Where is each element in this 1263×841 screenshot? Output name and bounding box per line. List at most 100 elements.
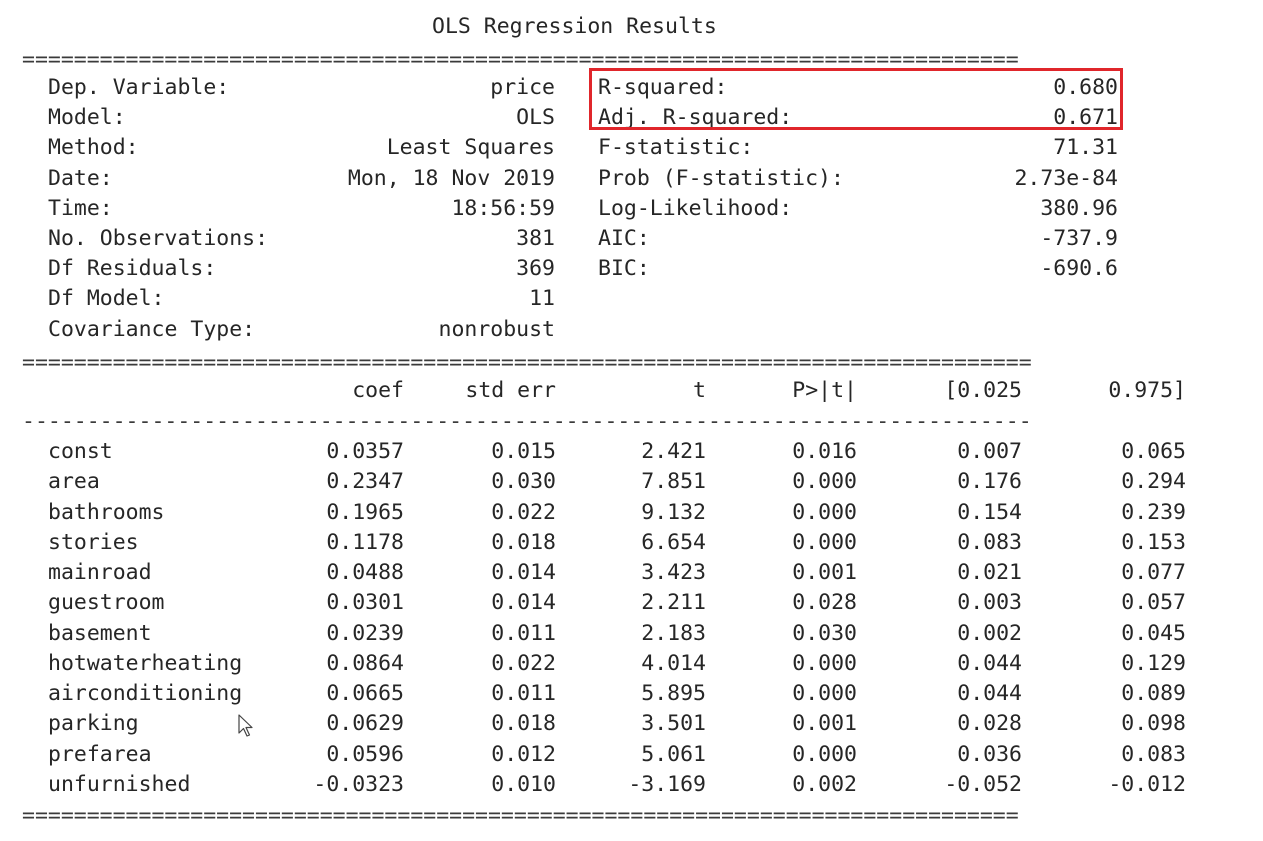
table-cell: 0.015: [491, 439, 556, 464]
table-cell: 0.044: [957, 651, 1022, 676]
column-header: coef: [352, 378, 404, 403]
column-header: std err: [465, 378, 556, 403]
table-cell: 0.028: [957, 711, 1022, 736]
table-cell: 0.2347: [326, 469, 404, 494]
table-cell: 0.098: [1121, 711, 1186, 736]
table-cell: 4.014: [641, 651, 706, 676]
variable-name: mainroad: [48, 560, 152, 585]
bottom-rule: ========================================…: [22, 805, 1019, 827]
summary-left-label: Date:: [48, 166, 113, 191]
table-cell: 0.129: [1121, 651, 1186, 676]
variable-name: stories: [48, 530, 139, 555]
table-cell: 0.1965: [326, 500, 404, 525]
top-rule: ========================================…: [22, 49, 1019, 71]
table-cell: 0.153: [1121, 530, 1186, 555]
variable-name: parking: [48, 711, 139, 736]
summary-right-value: -690.6: [1040, 256, 1118, 281]
table-cell: 0.1178: [326, 530, 404, 555]
summary-left-value: Least Squares: [386, 135, 555, 160]
table-cell: 7.851: [641, 469, 706, 494]
summary-right-label: R-squared:: [598, 75, 728, 100]
table-cell: 0.014: [491, 590, 556, 615]
table-cell: 0.022: [491, 651, 556, 676]
table-cell: -3.169: [628, 772, 706, 797]
summary-right-value: 71.31: [1053, 135, 1118, 160]
table-cell: 0.176: [957, 469, 1022, 494]
table-cell: 0.0357: [326, 439, 404, 464]
table-cell: 0.0864: [326, 651, 404, 676]
table-cell: 0.000: [792, 500, 857, 525]
table-cell: 3.501: [641, 711, 706, 736]
summary-right-value: 380.96: [1040, 196, 1118, 221]
table-cell: 0.028: [792, 590, 857, 615]
table-cell: 0.011: [491, 681, 556, 706]
table-cell: 0.154: [957, 500, 1022, 525]
summary-right-label: F-statistic:: [598, 135, 754, 160]
summary-left-label: Model:: [48, 105, 126, 130]
header-rule: ----------------------------------------…: [22, 411, 1032, 433]
table-cell: 0.030: [792, 621, 857, 646]
table-cell: 0.016: [792, 439, 857, 464]
summary-left-value: 11: [529, 286, 555, 311]
summary-left-label: Covariance Type:: [48, 317, 256, 342]
variable-name: hotwaterheating: [48, 651, 243, 676]
table-cell: 0.239: [1121, 500, 1186, 525]
table-cell: 0.010: [491, 772, 556, 797]
summary-left-label: Df Model:: [48, 286, 165, 311]
table-cell: 0.089: [1121, 681, 1186, 706]
summary-right-value: 0.671: [1053, 105, 1118, 130]
summary-left-value: OLS: [516, 105, 555, 130]
summary-left-value: price: [490, 75, 555, 100]
table-cell: 0.011: [491, 621, 556, 646]
table-cell: 0.022: [491, 500, 556, 525]
table-cell: 0.0665: [326, 681, 404, 706]
table-cell: 0.065: [1121, 439, 1186, 464]
variable-name: const: [48, 439, 113, 464]
table-cell: 0.000: [792, 651, 857, 676]
column-header: t: [693, 378, 706, 403]
summary-left-label: Df Residuals:: [48, 256, 217, 281]
table-cell: 0.021: [957, 560, 1022, 585]
variable-name: unfurnished: [48, 772, 191, 797]
table-cell: 0.018: [491, 711, 556, 736]
variable-name: airconditioning: [48, 681, 243, 706]
table-cell: 0.057: [1121, 590, 1186, 615]
table-cell: 0.0629: [326, 711, 404, 736]
mouse-pointer-icon: [238, 714, 253, 737]
table-cell: 0.044: [957, 681, 1022, 706]
table-cell: 0.0239: [326, 621, 404, 646]
r-squared-highlight-box: [589, 68, 1123, 130]
summary-right-label: BIC:: [598, 256, 650, 281]
table-cell: 0.012: [491, 742, 556, 767]
variable-name: area: [48, 469, 100, 494]
summary-left-value: 18:56:59: [451, 196, 555, 221]
column-header: 0.975]: [1108, 378, 1186, 403]
table-cell: 0.045: [1121, 621, 1186, 646]
page-title: OLS Regression Results: [432, 14, 717, 39]
table-cell: 0.030: [491, 469, 556, 494]
table-cell: 0.003: [957, 590, 1022, 615]
middle-rule: ========================================…: [22, 352, 1032, 374]
table-cell: 0.0301: [326, 590, 404, 615]
table-cell: 0.083: [957, 530, 1022, 555]
table-cell: 9.132: [641, 500, 706, 525]
summary-right-value: 0.680: [1053, 75, 1118, 100]
table-cell: -0.052: [944, 772, 1022, 797]
table-cell: 0.000: [792, 742, 857, 767]
table-cell: 0.0596: [326, 742, 404, 767]
table-cell: 0.007: [957, 439, 1022, 464]
table-cell: -0.012: [1108, 772, 1186, 797]
summary-left-label: Method:: [48, 135, 139, 160]
table-cell: 0.002: [792, 772, 857, 797]
table-cell: 2.183: [641, 621, 706, 646]
table-cell: -0.0323: [313, 772, 404, 797]
summary-left-value: Mon, 18 Nov 2019: [347, 166, 555, 191]
summary-right-label: Adj. R-squared:: [598, 105, 793, 130]
summary-right-label: AIC:: [598, 226, 650, 251]
table-cell: 0.001: [792, 711, 857, 736]
table-cell: 0.001: [792, 560, 857, 585]
summary-right-label: Prob (F-statistic):: [598, 166, 844, 191]
summary-right-value: 2.73e-84: [1014, 166, 1118, 191]
variable-name: basement: [48, 621, 152, 646]
variable-name: prefarea: [48, 742, 152, 767]
